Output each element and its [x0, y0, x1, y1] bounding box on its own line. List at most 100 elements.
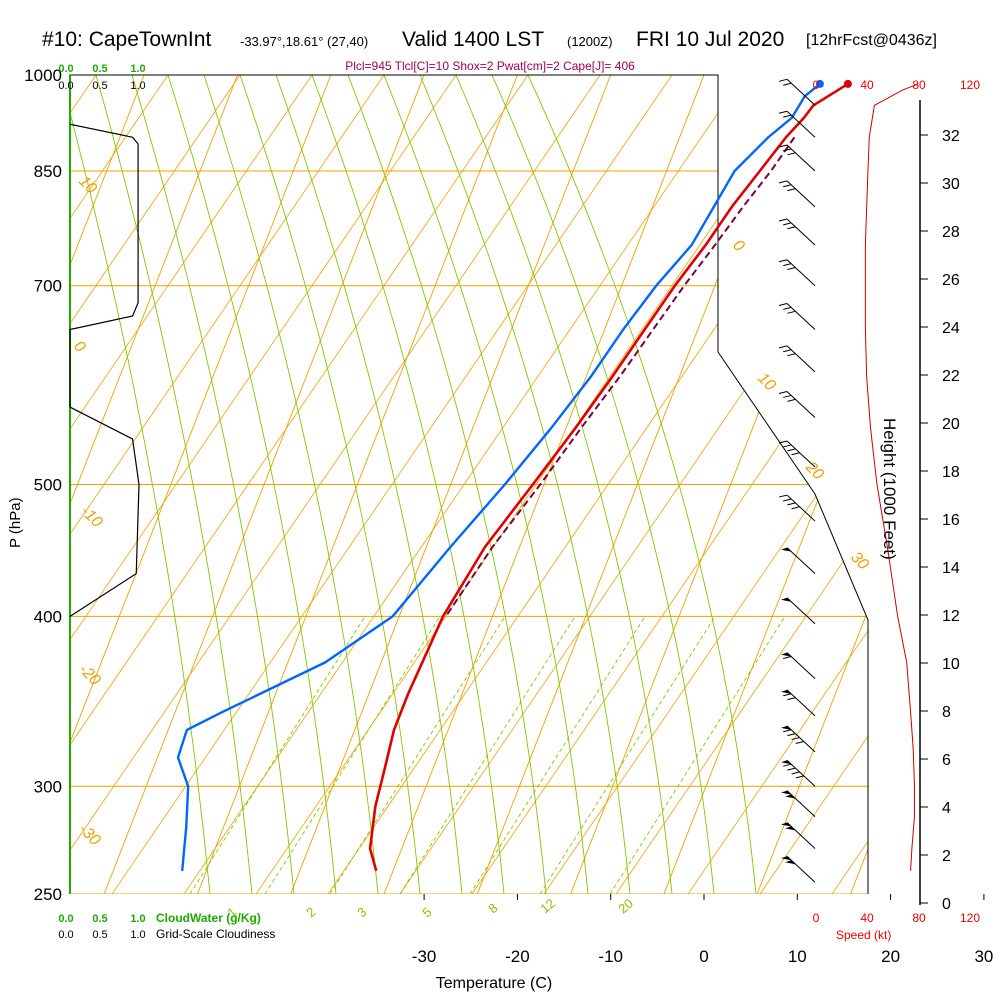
- wind-barb: [786, 345, 816, 373]
- wind-barb: [786, 440, 816, 468]
- temperature-tick-label: 10: [788, 947, 807, 966]
- cloudwater-label: CloudWater (g/Kg): [156, 911, 261, 925]
- speed-tick-bottom: 40: [860, 911, 874, 925]
- moist-adiabat-line: [419, 75, 631, 894]
- wind-barb-feather: [783, 82, 792, 86]
- cloudiness-tick-bottom: 0.5: [92, 929, 107, 941]
- wind-barb-feather: [783, 349, 792, 353]
- temperature-tick-label: -30: [412, 947, 437, 966]
- dry-adiabat-line: [70, 75, 241, 894]
- dry-adiabat-line: [831, 75, 868, 894]
- forecast-label: [12hrFcst@0436z]: [806, 32, 937, 49]
- wind-barb-feather: [778, 110, 788, 114]
- dry-adiabat-line: [70, 75, 529, 894]
- dry-adiabat-label: -10: [77, 503, 105, 531]
- cloudwater-tick-bottom: 0.5: [92, 913, 107, 925]
- cloudiness-tick-bottom: 1.0: [130, 929, 145, 941]
- cloudwater-tick-top: 1.0: [130, 63, 145, 75]
- station-title: #10: CapeTownInt: [42, 28, 212, 51]
- wind-barb-feather: [783, 498, 792, 502]
- cloudiness-tick-top: 0.5: [92, 80, 107, 92]
- height-tick-label: 20: [942, 416, 960, 433]
- wind-barb: [786, 855, 816, 883]
- moist-adiabat-line: [455, 75, 673, 894]
- wind-barb: [786, 790, 816, 817]
- wind-barb-pennant: [781, 725, 791, 730]
- wind-barb-feather: [791, 506, 800, 510]
- wind-barb-feather: [795, 775, 804, 779]
- temperature-trace: [368, 82, 849, 872]
- moist-adiabat-line: [203, 75, 379, 894]
- wind-barb-feather: [787, 733, 796, 737]
- cloudwater-tick-top: 0.5: [92, 63, 107, 75]
- pressure-tick-label: 250: [34, 885, 62, 904]
- height-tick-label: 22: [942, 368, 960, 385]
- wind-barb-feather: [778, 218, 788, 222]
- wind-barb-feather: [778, 303, 788, 306]
- wind-barb-feather: [778, 78, 788, 82]
- wind-barb-feather: [787, 353, 796, 357]
- cloudwater-tick-bottom: 1.0: [130, 913, 145, 925]
- wind-barb-feather: [795, 740, 804, 744]
- wind-barb-feather: [778, 144, 788, 148]
- temperature-tick-label: -20: [505, 947, 530, 966]
- moist-adiabat-line: [95, 75, 253, 894]
- wind-barb-feather: [783, 306, 792, 310]
- wind-barb-feather: [778, 391, 788, 395]
- dry-adiabat-line: [904, 75, 1000, 894]
- surface-dewpoint-marker: [815, 79, 824, 88]
- cloudwater-tick-top: 0.0: [58, 63, 73, 75]
- wind-barb-pennant: [781, 547, 791, 552]
- wind-barb-pennant: [781, 822, 791, 827]
- isotherm-line: [944, 75, 1000, 894]
- isotherm-line: [70, 75, 238, 894]
- surface-temperature-marker: [843, 79, 852, 88]
- wind-barb-pennant: [781, 652, 791, 657]
- height-tick-label: 18: [942, 464, 960, 481]
- height-tick-label: 30: [942, 176, 960, 193]
- wind-barb: [786, 652, 816, 679]
- moist-adiabat-line: [167, 75, 337, 894]
- cloudiness-profile: [69, 123, 140, 617]
- mixing-ratio-line: [399, 616, 576, 894]
- wind-barb-feather: [787, 226, 796, 230]
- mixing-ratio-label: 3: [354, 904, 369, 920]
- wind-barb: [786, 78, 816, 106]
- height-tick-label: 32: [942, 128, 960, 145]
- wind-barb: [786, 547, 816, 574]
- mixing-ratio-line: [189, 616, 366, 894]
- dry-adiabat-line: [471, 75, 868, 894]
- moist-adiabat-line: [491, 75, 715, 894]
- wind-barb-pennant: [781, 856, 791, 861]
- temperature-tick-label: 30: [974, 947, 993, 966]
- height-tick-label: 16: [942, 512, 960, 529]
- isotherm-line: [70, 75, 332, 894]
- wind-speed-profile: [864, 83, 919, 871]
- cloudiness-tick-top: 1.0: [130, 80, 145, 92]
- isotherm-line: [290, 75, 612, 894]
- dry-adiabat-label: 10: [754, 370, 779, 395]
- wind-barb-feather: [783, 148, 792, 152]
- dry-adiabat-line: [111, 75, 673, 894]
- wind-barb-feather: [791, 737, 800, 741]
- isotherm-line: [70, 75, 145, 894]
- moist-adiabat-line: [239, 75, 421, 894]
- wind-barb-pennant: [785, 860, 796, 865]
- height-tick-label: 12: [942, 608, 960, 625]
- station-location: -33.97°,18.61° (27,40): [240, 34, 369, 49]
- wind-barb: [786, 759, 816, 787]
- dry-adiabat-line: [976, 75, 1000, 894]
- cloudiness-tick-bottom: 0.0: [58, 929, 73, 941]
- wind-barb-feather: [778, 440, 788, 444]
- dry-adiabat-label: 10: [75, 173, 100, 198]
- moist-adiabat-line: [347, 75, 547, 894]
- wind-barb-feather: [787, 697, 796, 701]
- isotherm-line: [850, 75, 868, 894]
- dry-adiabat-line: [70, 75, 313, 894]
- wind-barb-feather: [787, 310, 796, 314]
- height-tick-label: 6: [942, 752, 951, 769]
- wind-barb-pennant: [781, 689, 791, 694]
- wind-barb: [786, 689, 816, 717]
- dry-adiabat-label: 0: [70, 338, 88, 356]
- wind-barb-feather: [783, 394, 792, 398]
